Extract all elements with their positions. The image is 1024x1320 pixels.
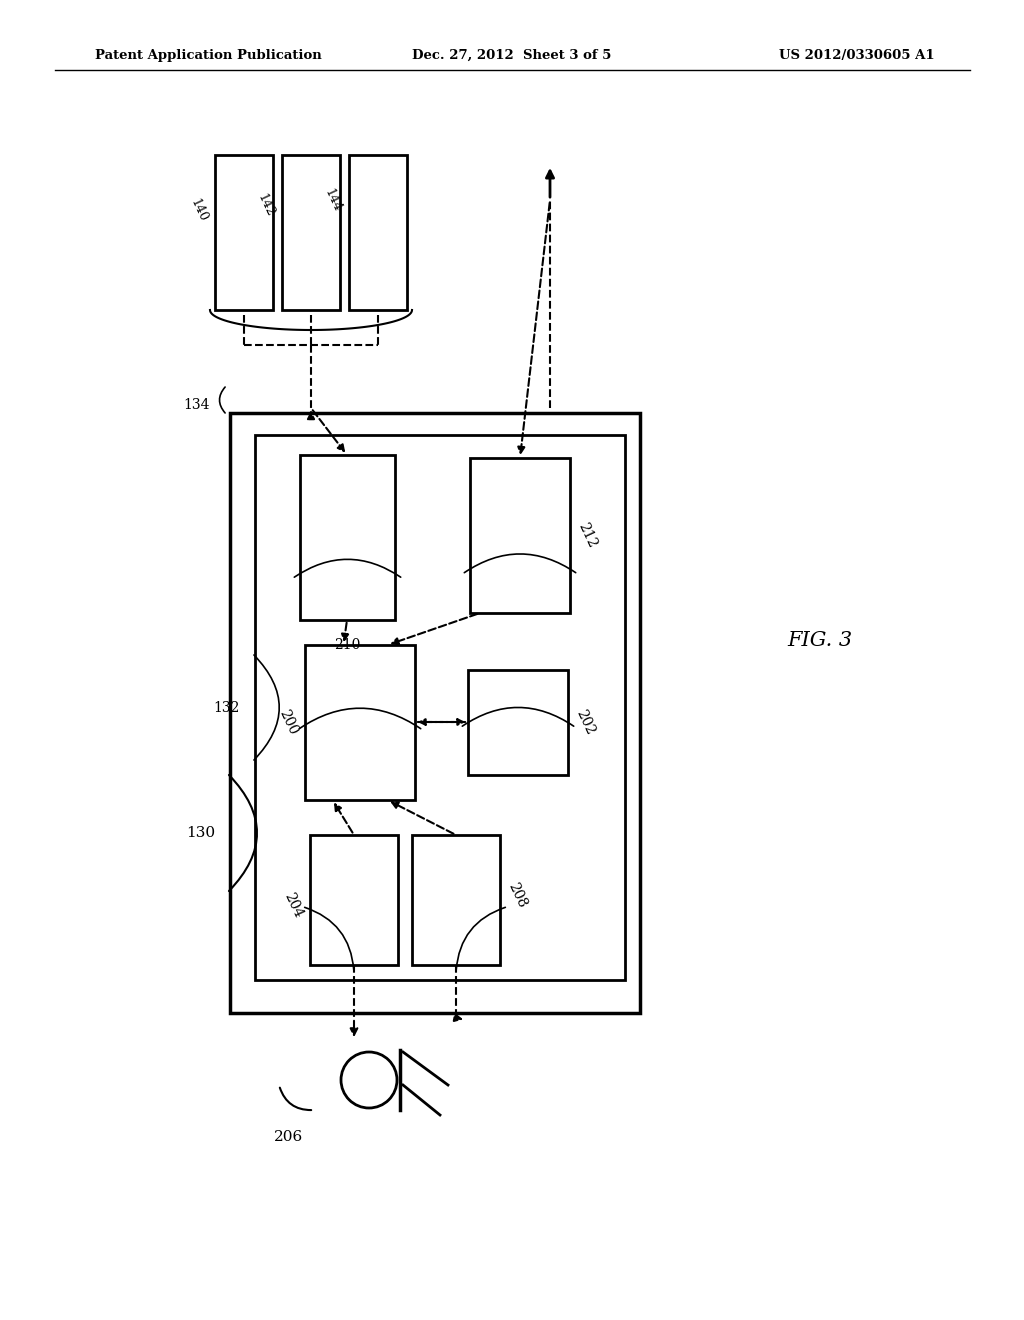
FancyBboxPatch shape — [470, 458, 570, 612]
Text: 132: 132 — [214, 701, 240, 714]
Text: 144: 144 — [323, 186, 344, 214]
Text: US 2012/0330605 A1: US 2012/0330605 A1 — [779, 49, 935, 62]
FancyBboxPatch shape — [468, 671, 568, 775]
Text: 200: 200 — [276, 708, 300, 737]
FancyBboxPatch shape — [310, 836, 398, 965]
Text: 130: 130 — [186, 826, 215, 840]
Text: 140: 140 — [188, 197, 210, 223]
Text: 212: 212 — [575, 520, 599, 550]
Text: Dec. 27, 2012  Sheet 3 of 5: Dec. 27, 2012 Sheet 3 of 5 — [413, 49, 611, 62]
FancyBboxPatch shape — [255, 436, 625, 979]
FancyBboxPatch shape — [412, 836, 500, 965]
FancyBboxPatch shape — [282, 154, 340, 310]
Text: 142: 142 — [255, 191, 278, 219]
Text: Patent Application Publication: Patent Application Publication — [95, 49, 322, 62]
FancyBboxPatch shape — [300, 455, 395, 620]
FancyBboxPatch shape — [230, 413, 640, 1012]
Text: 210: 210 — [334, 638, 360, 652]
FancyBboxPatch shape — [215, 154, 273, 310]
FancyBboxPatch shape — [349, 154, 407, 310]
Text: FIG. 3: FIG. 3 — [787, 631, 853, 649]
Text: 206: 206 — [274, 1130, 303, 1144]
FancyBboxPatch shape — [305, 645, 415, 800]
Text: 134: 134 — [183, 399, 210, 412]
Text: 202: 202 — [573, 708, 597, 737]
Text: 208: 208 — [505, 880, 528, 909]
Text: 204: 204 — [282, 890, 305, 920]
